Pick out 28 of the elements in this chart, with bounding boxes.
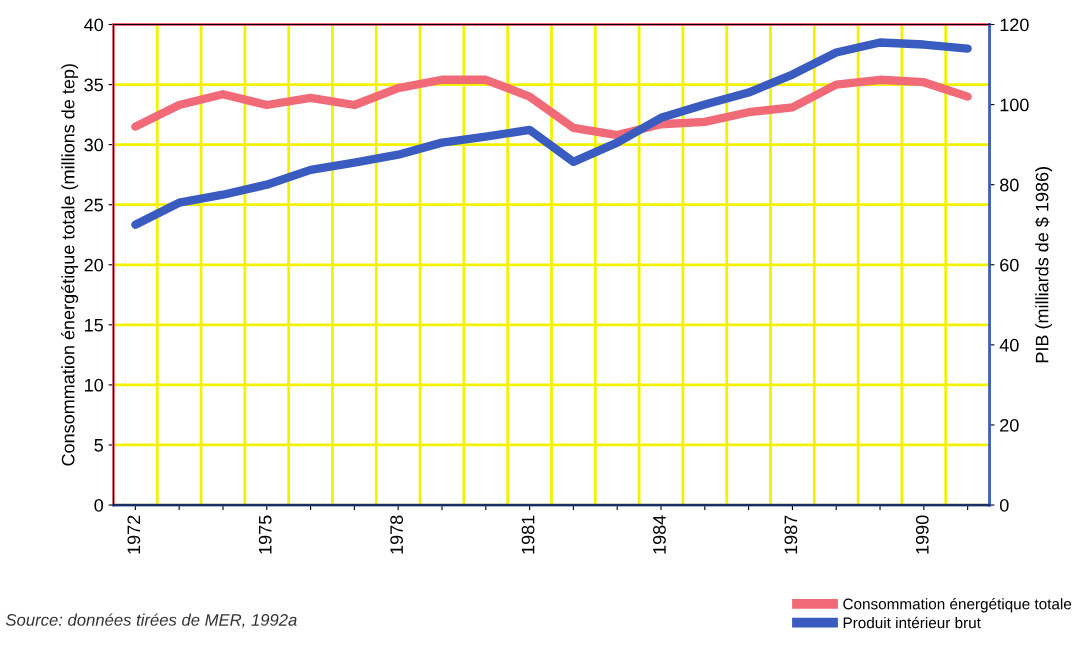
x-tick-label: 1987 bbox=[784, 515, 798, 554]
y-tick-label: 15 bbox=[85, 318, 103, 332]
y2-axis-title: PIB (milliards de $ 1986) bbox=[1034, 167, 1053, 363]
y2-tick-label: 80 bbox=[1000, 178, 1019, 192]
y-tick-label: 0 bbox=[94, 498, 104, 512]
x-tick-label: 1981 bbox=[521, 515, 535, 554]
y2-tick-label: 60 bbox=[1000, 258, 1019, 272]
source-note: Source: données tirées de MER, 1992a bbox=[5, 613, 297, 628]
y2-tick-label: 0 bbox=[999, 498, 1009, 512]
x-tick-label: 1975 bbox=[258, 515, 272, 554]
x-tick-label: 1984 bbox=[653, 515, 666, 554]
y-tick-label: 5 bbox=[94, 439, 103, 452]
y-axis-title: Consommation énergétique totale (millions de tep) bbox=[61, 64, 79, 466]
legend-label: Consommation énergétique totale bbox=[843, 598, 1072, 613]
legend-label: Produit intérieur brut bbox=[843, 616, 981, 629]
y-tick-label: 35 bbox=[84, 78, 103, 92]
y-tick-label: 10 bbox=[85, 378, 104, 392]
y-tick-label: 30 bbox=[84, 138, 104, 152]
x-tick-label: 1978 bbox=[390, 515, 404, 554]
y-tick-label: 40 bbox=[84, 18, 104, 32]
y2-tick-label: 40 bbox=[999, 338, 1019, 352]
y-tick-label: 25 bbox=[84, 198, 103, 212]
x-tick-label: 1990 bbox=[915, 515, 929, 554]
x-tick-label: 1972 bbox=[127, 515, 141, 554]
y2-tick-label: 100 bbox=[1000, 98, 1029, 112]
y2-tick-label: 120 bbox=[1000, 18, 1029, 32]
y2-tick-label: 20 bbox=[1000, 418, 1019, 432]
y-tick-label: 20 bbox=[84, 258, 104, 272]
